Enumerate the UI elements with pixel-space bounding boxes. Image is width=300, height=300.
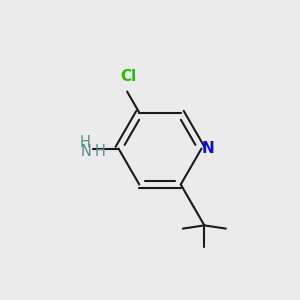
Text: N: N <box>201 141 214 156</box>
Text: N: N <box>81 144 92 159</box>
Text: Cl: Cl <box>120 69 136 84</box>
Text: H: H <box>80 135 91 150</box>
Text: H: H <box>95 144 106 159</box>
